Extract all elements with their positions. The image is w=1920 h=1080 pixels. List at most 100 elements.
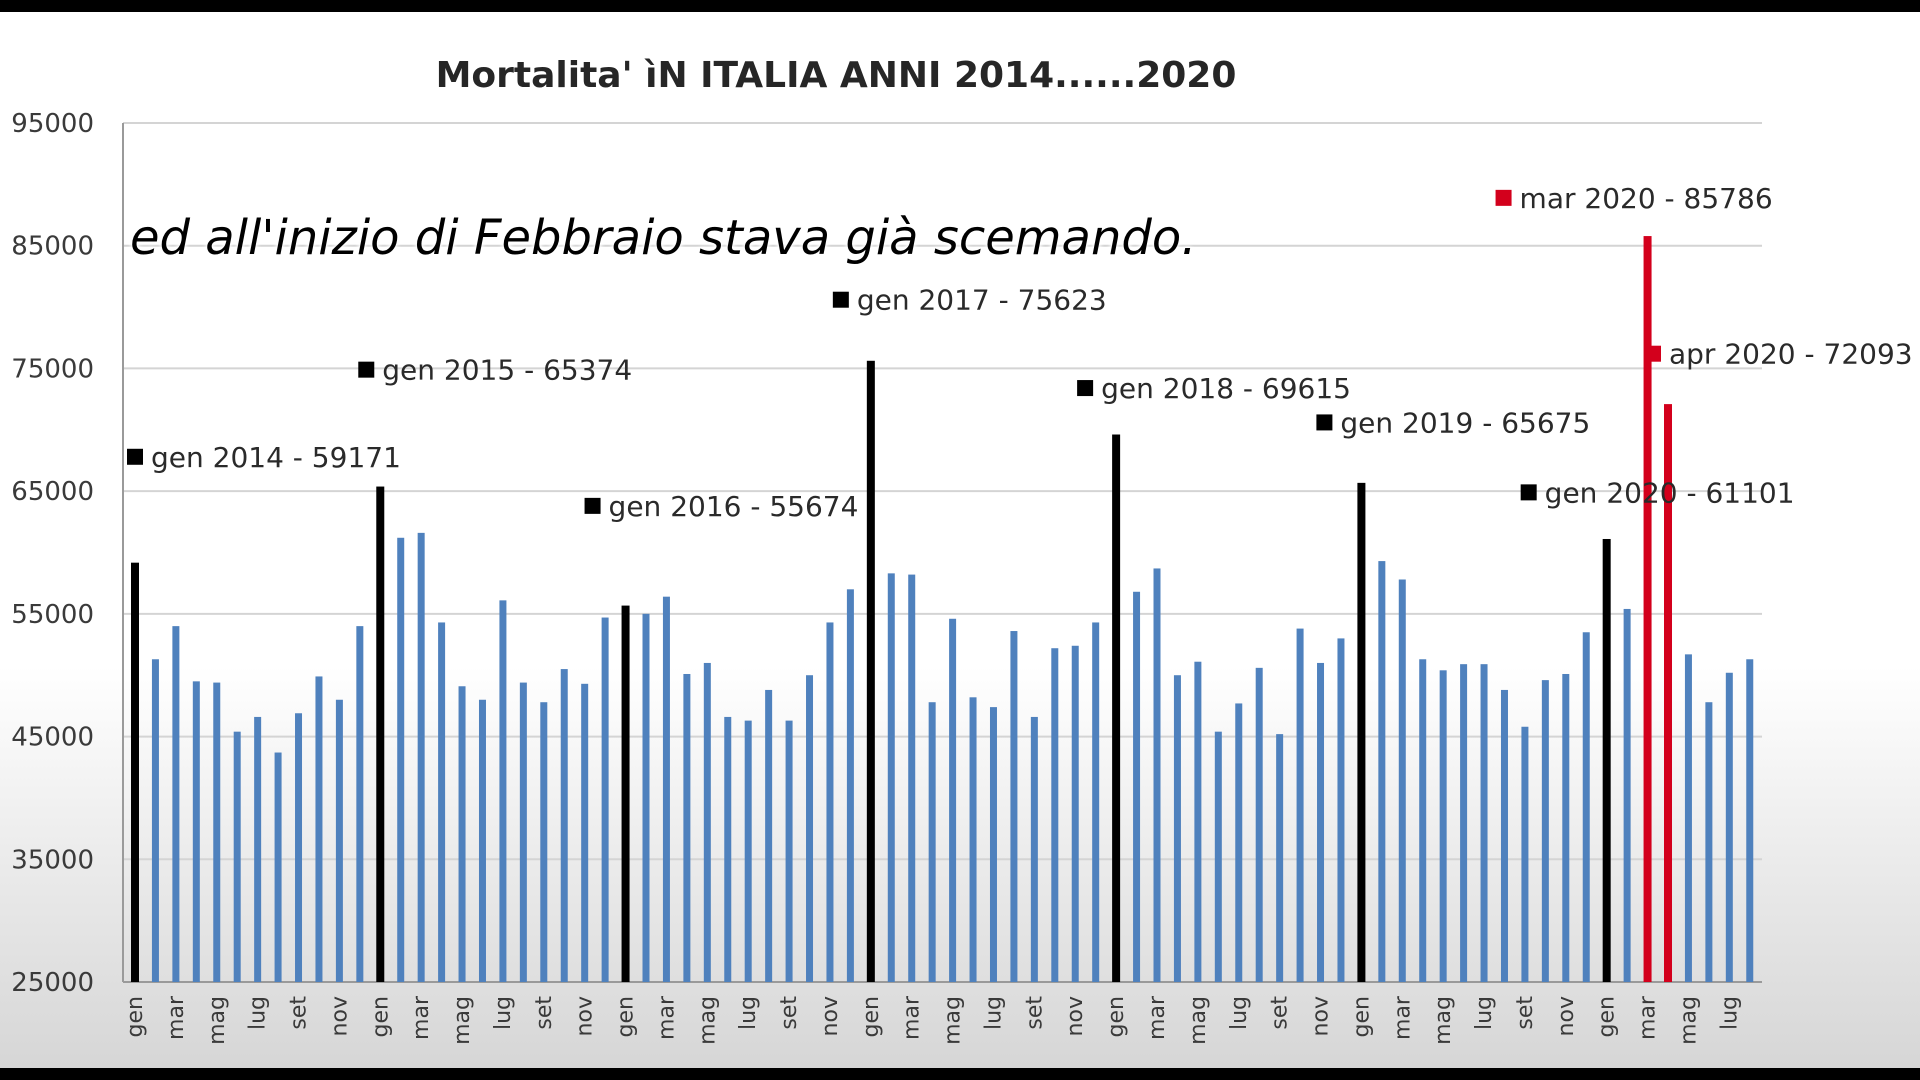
bar [1398, 579, 1406, 982]
x-tick-label: mag [695, 996, 720, 1045]
x-tick-label: mar [654, 995, 679, 1040]
bar [1030, 716, 1038, 982]
y-tick-label: 25000 [11, 968, 94, 998]
bar [1276, 734, 1284, 982]
bar [335, 699, 343, 982]
x-tick-label: set [1268, 996, 1293, 1030]
x-axis: gen mar mag lug set nov gen mar mag lug set nov gen m… [123, 995, 1742, 1045]
y-tick-label: 65000 [11, 477, 94, 507]
bar [703, 662, 711, 982]
bar [765, 689, 773, 982]
bar [233, 731, 241, 982]
x-tick-label: nov [327, 996, 352, 1036]
bar [1705, 702, 1713, 982]
bar [397, 537, 405, 982]
x-tick-label: gen [1104, 996, 1129, 1037]
bar [1460, 664, 1468, 982]
bar [785, 720, 793, 982]
bar [601, 617, 609, 982]
bar [540, 702, 548, 982]
bar [254, 716, 262, 982]
bar-january [131, 562, 139, 982]
bar [1480, 664, 1488, 982]
bar [683, 673, 691, 982]
x-tick-label: mag [450, 996, 475, 1045]
bar-january [1602, 538, 1611, 982]
y-tick-label: 75000 [11, 354, 94, 384]
y-tick-label: 45000 [11, 723, 94, 753]
annotation-label: gen 2019 - 65675 [1340, 406, 1590, 439]
annotation-label: gen 2014 - 59171 [151, 441, 401, 474]
bar [1296, 628, 1304, 982]
bar [1194, 661, 1202, 982]
bar [356, 626, 364, 982]
x-tick-label: mag [205, 996, 230, 1045]
annotations: gen 2014 - 59171 gen 2015 - 65374 gen 2016… [127, 182, 1913, 523]
annotation-marker [1645, 345, 1661, 362]
bar [826, 622, 834, 982]
bar [1623, 608, 1631, 982]
x-tick-label: mag [1676, 996, 1701, 1045]
bar [928, 702, 936, 982]
x-tick-label: mar [1636, 995, 1661, 1040]
x-tick-label: mar [1145, 995, 1170, 1040]
x-tick-label: nov [1554, 996, 1579, 1036]
x-tick-label: nov [1309, 996, 1334, 1036]
annotation-label: gen 2020 - 61101 [1545, 476, 1795, 509]
bar-covid [1664, 404, 1672, 982]
x-tick-label: set [1513, 996, 1538, 1030]
x-tick-label: mar [164, 995, 189, 1040]
x-tick-label: mag [1431, 996, 1456, 1045]
annotation-marker [1520, 484, 1537, 501]
annotation-marker [1316, 414, 1333, 431]
annotation-label: gen 2016 - 55674 [609, 490, 859, 523]
bar [846, 589, 854, 982]
x-tick-label: lug [1717, 996, 1742, 1030]
bar [969, 697, 977, 982]
y-tick-label: 55000 [11, 600, 94, 630]
x-tick-label: set [777, 996, 802, 1030]
bar [315, 676, 323, 982]
bar [151, 659, 159, 982]
x-tick-label: lug [491, 996, 516, 1030]
grid-lines [123, 122, 1762, 983]
bar [581, 683, 589, 982]
bar [1071, 645, 1079, 982]
bar [213, 682, 221, 982]
bar [642, 613, 650, 982]
bar [1092, 622, 1100, 982]
bar [806, 675, 814, 982]
x-tick-label: mar [900, 995, 925, 1040]
bar [949, 618, 957, 982]
bar [744, 720, 752, 982]
x-tick-label: lug [736, 996, 761, 1030]
mortality-bar-chart: Mortalita' ìN ITALIA ANNI 2014......2020… [11, 55, 1913, 1045]
bar [1419, 659, 1427, 982]
bar [1317, 662, 1325, 982]
x-tick-label: lug [1472, 996, 1497, 1030]
bar [499, 600, 507, 982]
bar [1255, 667, 1263, 982]
bar [274, 752, 282, 982]
x-tick-label: nov [818, 996, 843, 1036]
bar [1500, 689, 1508, 982]
x-tick-label: mar [1390, 995, 1415, 1040]
x-tick-label: lug [246, 996, 271, 1030]
x-tick-label: mag [941, 996, 966, 1045]
x-tick-label: gen [368, 996, 393, 1037]
bar [519, 682, 527, 982]
x-tick-label: gen [614, 996, 639, 1037]
annotation-marker [127, 448, 143, 465]
annotation-label: gen 2018 - 69615 [1101, 372, 1351, 405]
x-tick-label: gen [1349, 996, 1374, 1037]
annotation-marker [1077, 380, 1094, 397]
x-tick-label: mar [409, 995, 434, 1040]
bars [131, 236, 1754, 983]
bar [1337, 638, 1345, 982]
bar [1562, 673, 1570, 982]
bar [478, 699, 486, 982]
x-tick-label: set [287, 996, 312, 1030]
bar [1439, 670, 1447, 982]
annotation-label: mar 2020 - 85786 [1520, 182, 1773, 215]
bar [192, 681, 200, 982]
